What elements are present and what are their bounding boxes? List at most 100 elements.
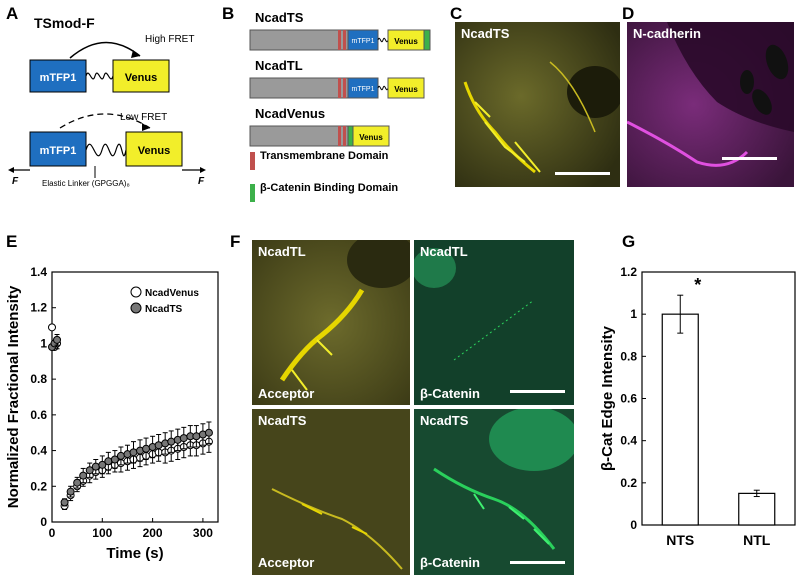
venus-box-low — [125, 131, 183, 167]
ncadvenus-extracellular — [249, 125, 349, 147]
chart-e-ytick-label: 0.2 — [30, 479, 47, 493]
nucleus-dark-c — [567, 66, 620, 118]
data-point-ncadts — [60, 498, 69, 507]
f1-caption: Acceptor — [258, 386, 315, 401]
mtfp1-label-high: mTFP1 — [40, 72, 77, 84]
micrograph-c-label: NcadTS — [461, 26, 510, 41]
data-point-ncadts — [204, 428, 213, 437]
chart-e-legend: NcadVenus NcadTS — [130, 286, 199, 315]
venus-label-low: Venus — [138, 145, 170, 157]
panel-letter-f: F — [230, 232, 241, 251]
high-fret-label: High FRET — [145, 34, 194, 45]
data-point-ncadvenus — [48, 323, 56, 332]
chart-g-ytick-label: 0.4 — [620, 434, 637, 448]
chart-g-ytick-label: 0.2 — [620, 476, 637, 490]
f3-title: NcadTS — [258, 413, 307, 428]
low-fret-label: Low FRET — [120, 112, 167, 123]
data-point-ncadts — [110, 455, 119, 464]
micrograph-ncadherin: N-cadherin — [627, 22, 794, 187]
ncadvenus-tm-domain — [338, 126, 341, 146]
f2-title: NcadTL — [420, 244, 468, 259]
data-point-ncadts — [91, 462, 100, 471]
cell-edge-d — [627, 120, 749, 167]
construct-name-ncadts: NcadTS — [255, 10, 304, 25]
chart-g-ytick-label: 1.2 — [620, 265, 637, 279]
ncadtl-linker — [377, 85, 389, 91]
chart-e-xtick-label: 0 — [49, 526, 56, 540]
data-point-ncadts — [66, 487, 75, 496]
mtfp1-box-low — [29, 131, 87, 167]
chart-e-ylabel: Normalized Fractional Intensity — [5, 285, 22, 508]
ncadvenus-venus — [352, 125, 390, 147]
chart-e-ytick-label: 0.6 — [30, 408, 47, 422]
panel-letter-b: B — [222, 4, 235, 23]
f3-caption: Acceptor — [258, 555, 315, 570]
ncadts-betacat-domain — [423, 29, 431, 51]
chart-e-xtick-label: 100 — [92, 526, 112, 540]
chart-e: Normalized Fractional Intensity Time (s)… — [5, 265, 219, 562]
ncadtl-extracellular — [249, 77, 349, 99]
construct-name-ncadtl: NcadTL — [255, 58, 303, 73]
ncadts-mtfp1-label: mTFP1 — [352, 38, 375, 45]
data-point-ncadts — [73, 478, 82, 487]
data-point-ncadts — [142, 444, 151, 453]
panel-letter-d: D — [622, 4, 635, 23]
f2-caption: β-Catenin — [420, 386, 480, 401]
panel-a-title: TSmod-F — [34, 15, 95, 31]
data-point-ncadts — [79, 471, 88, 480]
chart-g-ytick-label: 0 — [630, 518, 637, 532]
chart-g-ytick-label: 0.8 — [620, 349, 637, 363]
high-fret-arrow — [69, 41, 141, 59]
micrograph-f-ncadtl-acceptor: NcadTL Acceptor — [252, 240, 410, 405]
bar-nts — [661, 313, 699, 526]
panel-b-diagram: NcadTS mTFP1 Venus NcadTL mTFP1 Venus Nc… — [249, 10, 431, 202]
linker-label: Elastic Linker (GPGGA)₈ — [42, 179, 130, 188]
micrograph-d-label: N-cadherin — [633, 26, 701, 41]
chart-e-frame — [51, 271, 219, 523]
data-point-ncadts — [104, 457, 113, 466]
high-fret-arrowhead — [131, 50, 140, 58]
legend-tm-label: Transmembrane Domain — [260, 150, 389, 162]
ncadtl-mtfp1-label: mTFP1 — [352, 86, 375, 93]
data-point-ncadts — [53, 335, 62, 344]
data-point-ncadts — [192, 432, 201, 441]
scale-bar-d — [722, 157, 777, 160]
micrograph-d-art — [627, 22, 794, 187]
panel-letter-g: G — [622, 232, 636, 251]
panel-letter-e: E — [6, 232, 18, 251]
legend-tm-swatch — [250, 152, 255, 170]
chart-e-xlabel: Time (s) — [106, 545, 163, 562]
data-point-ncadts — [179, 434, 188, 443]
data-point-ncadts — [85, 466, 94, 475]
ncadtl-venus — [387, 77, 425, 99]
scale-bar-f-bottom — [510, 561, 565, 564]
chart-e-ytick-label: 0 — [40, 515, 47, 529]
legend-betacat-label: β-Catenin Binding Domain — [260, 182, 399, 194]
linker-compact — [85, 72, 114, 80]
force-label-right: F — [198, 176, 205, 187]
scale-bar-c — [555, 172, 610, 175]
ncadts-extracellular — [249, 29, 349, 51]
data-point-ncadts — [98, 460, 107, 469]
bar-ntl — [738, 492, 776, 526]
chart-e-ytick-label: 0.8 — [30, 372, 47, 386]
category-label-nts: NTS — [666, 532, 694, 548]
chart-e-ytick-label: 1.2 — [30, 301, 47, 315]
ncadtl-venus-label: Venus — [394, 85, 418, 94]
construct-name-ncadvenus: NcadVenus — [255, 106, 325, 121]
ncadts-linker — [377, 37, 389, 43]
chart-g-ytick-label: 0.6 — [620, 392, 637, 406]
data-point-ncadts — [167, 437, 176, 446]
f4-title: NcadTS — [420, 413, 469, 428]
legend-label-ncadvenus: NcadVenus — [145, 288, 199, 299]
micrograph-f-ncadts-acceptor: NcadTS Acceptor — [252, 409, 410, 575]
force-label-left: F — [12, 176, 19, 187]
chart-e-ytick-label: 1 — [40, 336, 47, 350]
mtfp1-box-high — [29, 59, 87, 93]
micrograph-f-ncadtl-betacatenin: NcadTL β-Catenin — [414, 240, 574, 405]
ncadtl-tm-domain — [338, 78, 341, 98]
legend-betacat-swatch — [250, 184, 255, 202]
category-label-ntl: NTL — [743, 532, 771, 548]
chart-e-ytick-label: 1.4 — [30, 265, 47, 279]
scale-bar-f-top — [510, 390, 565, 393]
